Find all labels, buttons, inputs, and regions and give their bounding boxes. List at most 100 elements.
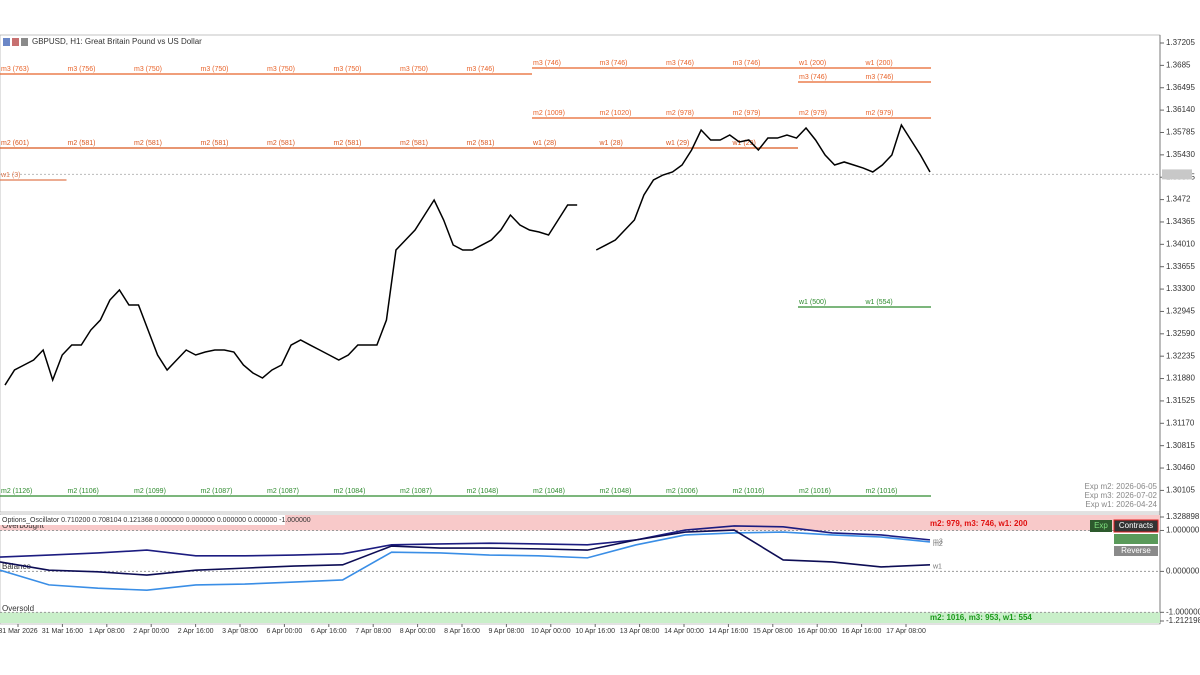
zone-label: Balance	[2, 562, 31, 571]
level-label: w1 (500)	[798, 299, 826, 306]
y-tick-label: 1.32590	[1166, 329, 1195, 338]
contracts-button[interactable]	[1113, 519, 1159, 533]
level-label: m2 (979)	[733, 110, 761, 117]
level-label: m3 (746)	[600, 60, 628, 67]
x-tick-label: 8 Apr 16:00	[444, 628, 480, 635]
series-label: w1	[932, 564, 942, 571]
button-label[interactable]: Exp	[1094, 521, 1108, 530]
current-price-box	[1162, 169, 1192, 180]
x-tick-label: 2 Apr 16:00	[178, 628, 214, 635]
y-tick-label: 1.3685	[1166, 60, 1191, 69]
level-label: w1 (29)	[732, 140, 756, 147]
level-label: m2 (978)	[666, 110, 694, 117]
series-label: m3	[933, 539, 943, 546]
x-tick-label: 14 Apr 16:00	[709, 628, 749, 635]
level-label: m2 (1087)	[201, 488, 233, 495]
x-tick-label: 1 Apr 08:00	[89, 628, 125, 635]
level-label: m2 (1126)	[1, 488, 32, 495]
y-tick-label: 1.31880	[1166, 374, 1195, 383]
level-label: m2 (1048)	[600, 488, 632, 495]
level-label: m2 (1099)	[134, 488, 166, 495]
level-label: w1 (3)	[0, 172, 20, 179]
y-tick-label: 1.31170	[1166, 418, 1195, 427]
level-label: m2 (581)	[201, 140, 229, 147]
level-label: m2 (601)	[1, 140, 29, 147]
exp-button[interactable]	[1090, 520, 1112, 532]
level-label: m3 (746)	[733, 60, 761, 67]
x-tick-label: 10 Apr 00:00	[531, 628, 571, 635]
y-tick-label: 1.37205	[1166, 38, 1195, 47]
level-label: w1 (554)	[865, 299, 893, 306]
x-tick-label: 13 Apr 08:00	[620, 628, 660, 635]
button-label[interactable]: Reverse	[1121, 546, 1151, 555]
y-tick-label: 1.000000	[1166, 526, 1200, 535]
level-label: m2 (1048)	[467, 488, 499, 495]
level-label: w1 (200)	[865, 60, 893, 67]
level-label: m2 (1009)	[533, 110, 565, 117]
y-tick-label: 1.30460	[1166, 463, 1195, 472]
level-label: m3 (750)	[334, 66, 362, 73]
y-tick-label: 1.30815	[1166, 441, 1195, 450]
zone-label: Overbought	[2, 521, 45, 530]
level-label: m2 (1006)	[666, 488, 698, 495]
level-label: m2 (581)	[134, 140, 162, 147]
x-tick-label: 6 Apr 16:00	[311, 628, 347, 635]
level-label: m2 (581)	[334, 140, 362, 147]
reverse-button[interactable]	[1114, 546, 1158, 556]
expiry-text: Exp m2: 2026-06-05	[1085, 482, 1158, 491]
toggle-button[interactable]	[1114, 534, 1158, 544]
header-bg	[0, 515, 285, 525]
y-tick-label: 1.34365	[1166, 217, 1195, 226]
level-label: m3 (746)	[467, 66, 495, 73]
y-tick-label: -1.000000	[1166, 607, 1200, 616]
y-tick-label: -1.212198	[1166, 616, 1200, 625]
y-tick-label: 0.000000	[1166, 566, 1200, 575]
level-label: m3 (746)	[866, 74, 894, 81]
y-tick-label: 1.31525	[1166, 396, 1195, 405]
button-label[interactable]: Contracts	[1119, 521, 1153, 530]
band-text: m2: 979, m3: 746, w1: 200	[930, 519, 1028, 528]
level-label: m2 (1016)	[733, 488, 765, 495]
level-label: m3 (750)	[201, 66, 229, 73]
oversold-band	[0, 612, 1160, 623]
level-label: m3 (750)	[267, 66, 295, 73]
x-tick-label: 9 Apr 08:00	[488, 628, 524, 635]
level-label: m3 (746)	[666, 60, 694, 67]
level-label: m2 (1048)	[533, 488, 565, 495]
level-label: m2 (1016)	[866, 488, 898, 495]
level-label: m2 (1106)	[68, 488, 99, 495]
icon	[3, 38, 10, 46]
series-label: m2	[933, 541, 943, 548]
level-label: m2 (1084)	[334, 488, 366, 495]
level-label: m2 (979)	[866, 110, 894, 117]
level-label: m2 (979)	[799, 110, 827, 117]
level-label: m2 (581)	[68, 140, 96, 147]
x-tick-label: 31 Mar 16:00	[42, 628, 83, 635]
y-tick-label: 1.3472	[1166, 195, 1191, 204]
level-label: m2 (581)	[400, 140, 428, 147]
level-label: m2 (581)	[467, 140, 495, 147]
oscillator-panel	[0, 513, 1161, 625]
main-panel	[0, 34, 1161, 513]
level-label: w1 (29)	[665, 140, 689, 147]
x-tick-label: 8 Apr 00:00	[400, 628, 436, 635]
x-tick-label: 2 Apr 00:00	[133, 628, 169, 635]
y-tick-label: 1.35785	[1166, 128, 1195, 137]
y-tick-label: 1.36495	[1166, 83, 1195, 92]
level-label: m3 (763)	[1, 66, 29, 73]
expiry-text: Exp w1: 2026-04-24	[1085, 500, 1157, 509]
level-label: w1 (28)	[532, 140, 556, 147]
icon	[21, 38, 28, 46]
icon	[12, 38, 19, 46]
y-tick-label: 1.328898	[1166, 512, 1200, 521]
level-label: m3 (750)	[400, 66, 428, 73]
y-tick-label: 1.33300	[1166, 284, 1195, 293]
x-tick-label: 16 Apr 00:00	[797, 628, 837, 635]
x-tick-label: 3 Apr 08:00	[222, 628, 258, 635]
level-label: m3 (746)	[533, 60, 561, 67]
x-tick-label: 6 Apr 00:00	[266, 628, 302, 635]
x-tick-label: 17 Apr 08:00	[886, 628, 926, 635]
y-tick-label: 1.36140	[1166, 105, 1195, 114]
